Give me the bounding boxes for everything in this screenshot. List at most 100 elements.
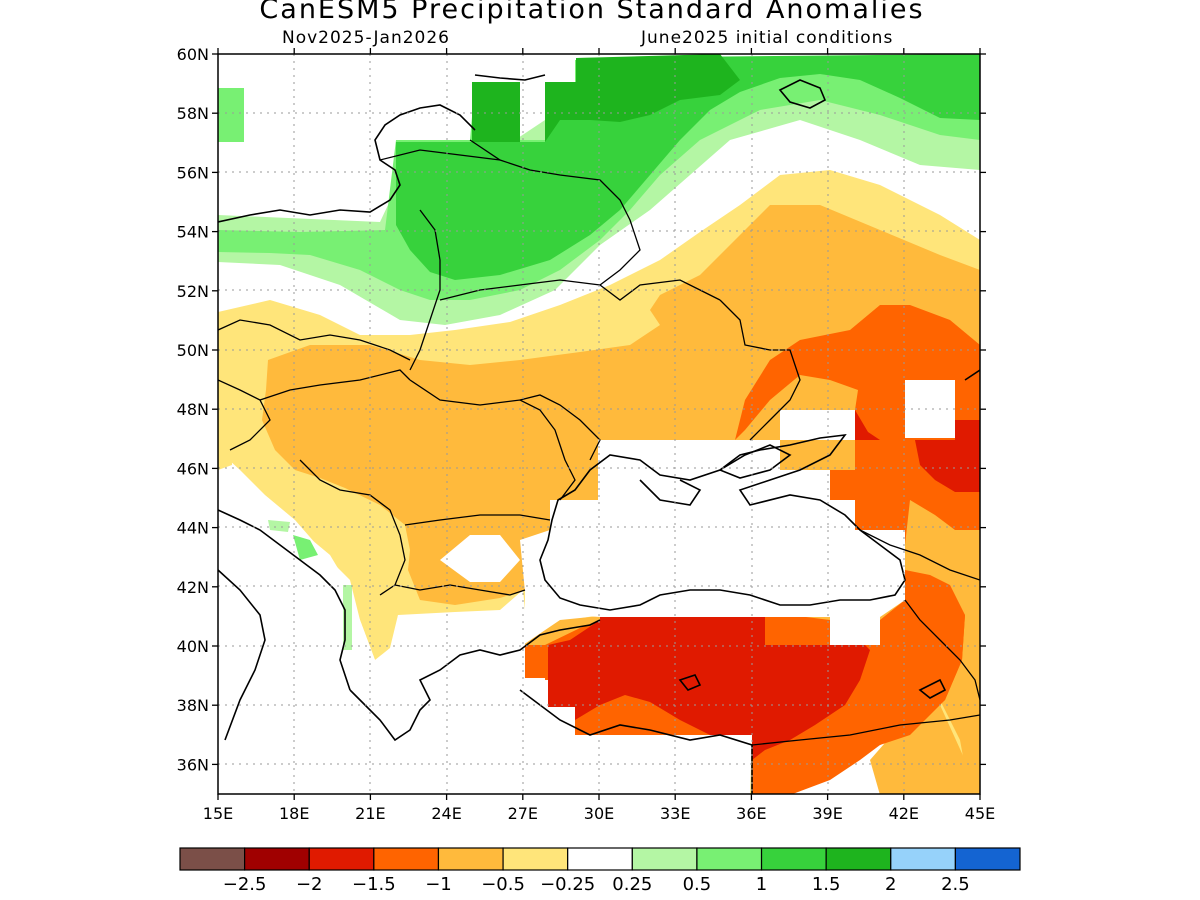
dry-zone-0.5-se [870, 705, 980, 794]
lat-label: 52N [177, 282, 209, 301]
lon-label: 18E [279, 804, 309, 823]
dry-zone-1.5 [548, 617, 870, 760]
lake-van [918, 678, 947, 699]
lon-label: 42E [889, 804, 919, 823]
wet-speck-adriatic [293, 535, 318, 560]
longitude-axis: 15E 18E 21E 24E 27E 30E 33E 36E 39E 42E 45E [203, 48, 995, 823]
baltic-coast [218, 104, 476, 223]
lon-label: 36E [736, 804, 766, 823]
border-turkey-east [904, 599, 980, 701]
lon-label: 15E [203, 804, 233, 823]
colorbar-swatch [179, 847, 246, 871]
dry-speck-adriatic [218, 420, 232, 470]
white-cell-se [830, 615, 880, 645]
colorbar-label: −2.5 [223, 874, 267, 895]
border-syria [751, 714, 980, 746]
initial-conditions: June2025 initial conditions [641, 28, 894, 48]
colorbar-swatch [308, 847, 375, 871]
greece-coast [349, 619, 601, 742]
caspian-coast [964, 369, 980, 381]
colorbar-swatch [696, 847, 763, 871]
colorbar-swatch [244, 847, 310, 871]
colorbar: −2.5 −2 −1.5 −1 −0.5 −0.25 0.25 0.5 1 1.5 2 2.5 [179, 847, 1021, 895]
lon-label: 45E [965, 804, 995, 823]
white-cell-ne [905, 380, 955, 438]
turkey-coast [519, 689, 753, 794]
colorbar-swatch [760, 847, 827, 871]
lat-label: 58N [177, 104, 209, 123]
lat-label: 44N [177, 519, 209, 538]
colorbar-label: −1 [425, 874, 452, 895]
cyprus-coast [678, 674, 702, 691]
borders [218, 139, 980, 746]
colorbar-swatch [502, 847, 569, 871]
colorbar-label: −0.5 [481, 874, 525, 895]
border-russia-georgia [859, 529, 980, 581]
colorbar-swatch [890, 847, 956, 871]
border-ukraine-east [719, 299, 801, 441]
lat-label: 54N [177, 223, 209, 242]
lat-label: 40N [177, 637, 209, 656]
border-bulgaria-south [394, 584, 526, 596]
colorbar-label: 1.5 [812, 874, 841, 895]
lat-label: 50N [177, 341, 209, 360]
colorbar-label: −2 [296, 874, 323, 895]
border-hungary [259, 369, 411, 401]
lon-label: 33E [660, 804, 690, 823]
white-cell-e [780, 410, 855, 440]
gulf-finland [474, 74, 546, 81]
wet-zone-1.5 [396, 54, 980, 280]
colorbar-label: 2.5 [941, 874, 970, 895]
coastlines [218, 74, 980, 794]
white-sea-mask [520, 440, 905, 617]
lat-label: 36N [177, 755, 209, 774]
azov-coast [718, 444, 792, 479]
border-austria [218, 379, 271, 451]
wet-speck-croatia [268, 520, 290, 532]
colorbar-swatch [437, 847, 504, 871]
border-baltics [379, 149, 501, 161]
colorbar-label: 0.25 [612, 874, 652, 895]
lat-label: 46N [177, 459, 209, 478]
border-bulgaria [404, 514, 551, 526]
lat-label: 38N [177, 696, 209, 715]
lon-label: 27E [508, 804, 538, 823]
lon-label: 39E [812, 804, 842, 823]
lat-label: 42N [177, 578, 209, 597]
wet-zone-1-sw [218, 88, 244, 142]
gridlines [218, 54, 980, 794]
dry-zone-1.5-e [915, 420, 980, 492]
lat-label: 48N [177, 400, 209, 419]
forecast-period: Nov2025-Jan2026 [282, 28, 450, 48]
border-czech [218, 319, 411, 361]
border-belarus [469, 139, 641, 286]
border-romania [409, 379, 576, 501]
colorbar-label: 2 [885, 874, 896, 895]
dry-zone-1.5-ne [855, 410, 880, 440]
lake-ladoga [778, 79, 827, 109]
border-poland-east [409, 209, 441, 371]
colorbar-swatch [825, 847, 892, 871]
colorbar-swatch [373, 847, 440, 871]
lon-label: 30E [584, 804, 614, 823]
map-title: CanESM5 Precipitation Standard Anomalies [259, 0, 925, 25]
italy-coast [218, 569, 266, 741]
colorbar-label: 0.5 [683, 874, 712, 895]
latitude-axis: 60N 58N 56N 54N 52N 50N 48N 46N 44N 42N 40N 38N 36N [177, 45, 986, 774]
colorbar-swatch [567, 847, 633, 871]
colorbar-swatch [954, 847, 1021, 871]
colorbar-swatch [631, 847, 698, 871]
lat-label: 60N [177, 45, 209, 64]
white-diamond [440, 535, 520, 582]
border-moldova [519, 394, 601, 461]
wet-zone-2 [472, 54, 740, 142]
anomaly-field [218, 54, 980, 794]
crimea-coast [639, 479, 702, 506]
lon-label: 24E [431, 804, 461, 823]
colorbar-label: 1 [756, 874, 767, 895]
lon-label: 21E [355, 804, 385, 823]
colorbar-label: −0.25 [540, 874, 595, 895]
lat-label: 56N [177, 163, 209, 182]
colorbar-label: −1.5 [352, 874, 396, 895]
